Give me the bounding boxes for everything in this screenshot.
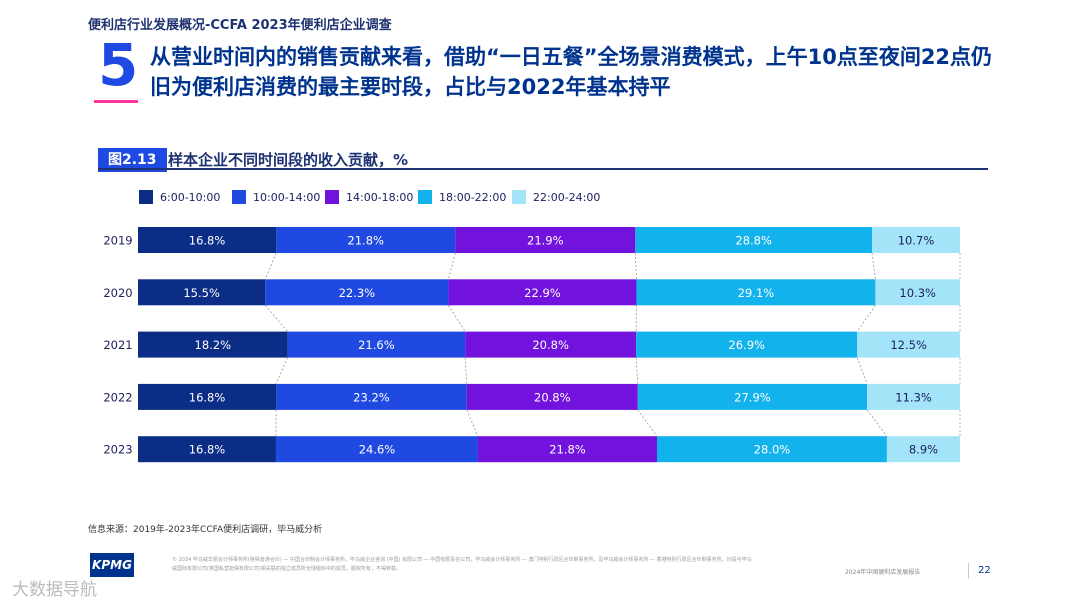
value-label-2021-2: 21.6% <box>358 338 395 352</box>
bar-segment-2023-4 <box>656 436 887 463</box>
page-number: 22 <box>978 565 991 576</box>
bar-segment-2022-5 <box>867 383 960 410</box>
connector-line <box>448 305 466 332</box>
chart-legend: 6:00-10:00 10:00-14:00 14:00-18:00 18:00-22… <box>139 190 600 204</box>
bar-segment-2019-1 <box>138 227 277 253</box>
value-label-2023-1: 16.8% <box>189 443 226 457</box>
source-note: 信息来源：2019年-2023年CCFA便利店调研，毕马威分析 <box>88 525 323 535</box>
legal-disclaimer: © 2024 毕马威华振会计师事务所(特殊普通合伙) — 中国合伙制会计师事务所… <box>172 557 752 572</box>
chart-bars: 2019 16.8% 21.8% 21.9% 28.8% 10.7% 2020 15.5% 22… <box>103 227 960 463</box>
connector-line <box>464 357 468 384</box>
value-label-2022-5: 11.3% <box>895 390 932 404</box>
bar-segment-2022-3 <box>466 383 638 410</box>
legend-swatch-3 <box>325 190 339 204</box>
value-label-2023-5: 8.9% <box>909 443 938 457</box>
bar-segment-2022-2 <box>276 383 467 410</box>
connector-line <box>866 409 888 437</box>
bar-segment-2023-1 <box>138 436 276 463</box>
bar-segment-2019-3 <box>455 227 636 253</box>
connector-line <box>871 252 876 280</box>
value-label-2019-2: 21.8% <box>347 234 384 248</box>
bar-segment-2022-1 <box>138 383 277 410</box>
value-label-2022-4: 27.9% <box>734 390 771 404</box>
connector-line <box>634 252 637 280</box>
bar-segment-2020-3 <box>448 279 637 306</box>
value-label-2020-3: 22.9% <box>524 286 561 300</box>
value-label-2020-5: 10.3% <box>899 286 936 300</box>
connector-line <box>466 409 479 437</box>
value-label-2021-1: 18.2% <box>195 338 232 352</box>
bar-segment-2020-5 <box>875 279 960 306</box>
bar-segment-2021-5 <box>857 331 960 358</box>
connector-line <box>264 252 277 280</box>
legend-swatch-5 <box>512 190 526 204</box>
header-topline: 便利店行业发展概况-CCFA 2023年便利店企业调查 <box>88 18 392 33</box>
value-label-2022-3: 20.8% <box>534 390 571 404</box>
bar-segment-2020-1 <box>138 279 266 306</box>
connector-line <box>275 357 288 385</box>
value-label-2019-4: 28.8% <box>735 234 772 248</box>
bar-segment-2019-4 <box>635 227 873 253</box>
connector-line <box>637 409 658 437</box>
figure-title: 样本企业不同时间段的收入贡献，% <box>168 151 409 169</box>
value-label-2021-3: 20.8% <box>532 338 569 352</box>
value-label-2021-5: 12.5% <box>890 338 927 352</box>
page-number-divider <box>968 563 969 579</box>
value-label-2022-1: 16.8% <box>189 390 226 404</box>
figure-title-rule <box>98 168 988 170</box>
legend-label-3: 14:00-18:00 <box>346 191 413 204</box>
connector-line <box>635 357 639 384</box>
value-label-2019-3: 21.9% <box>527 234 564 248</box>
bar-segment-2021-4 <box>636 331 858 358</box>
legend-swatch-1 <box>139 190 153 204</box>
year-tick-2022: 2022 <box>103 390 132 404</box>
connector-line <box>448 252 456 280</box>
legend-label-2: 10:00-14:00 <box>253 191 320 204</box>
bar-segment-2023-5 <box>886 436 960 463</box>
legend-label-5: 22:00-24:00 <box>533 191 600 204</box>
year-tick-2019: 2019 <box>103 234 132 248</box>
bar-segment-2022-4 <box>637 383 868 410</box>
bar-segment-2019-5 <box>872 227 960 253</box>
watermark: 大数据导航 <box>12 580 97 600</box>
bar-segment-2021-1 <box>138 331 288 358</box>
report-name: 2024年中国便利店发展报告 <box>845 569 921 576</box>
section-number-underline <box>94 100 138 103</box>
value-label-2020-4: 29.1% <box>738 286 775 300</box>
bar-segment-2020-4 <box>636 279 876 306</box>
legend-swatch-2 <box>232 190 246 204</box>
bar-segment-2023-2 <box>275 436 478 463</box>
value-label-2020-2: 22.3% <box>339 286 376 300</box>
bar-segment-2021-3 <box>465 331 637 358</box>
bar-segment-2023-3 <box>477 436 657 463</box>
year-tick-2021: 2021 <box>103 338 132 352</box>
value-label-2023-3: 21.8% <box>549 443 586 457</box>
legend-swatch-4 <box>418 190 432 204</box>
bar-segment-2021-2 <box>287 331 466 358</box>
page-headline: 从营业时间内的销售贡献来看，借助“一日五餐”全场景消费模式，上午10点至夜间22… <box>150 45 993 99</box>
stacked-bar-chart: 6:00-10:00 10:00-14:00 14:00-18:00 18:00-22… <box>103 190 961 463</box>
chart-connectors <box>264 252 961 437</box>
value-label-2023-4: 28.0% <box>754 443 791 457</box>
legend-label-4: 18:00-22:00 <box>439 191 506 204</box>
value-label-2019-1: 16.8% <box>189 234 226 248</box>
value-label-2022-2: 23.2% <box>353 390 390 404</box>
connector-line <box>856 357 868 385</box>
bar-segment-2020-2 <box>265 279 449 306</box>
year-tick-2020: 2020 <box>103 286 132 300</box>
value-label-2023-2: 24.6% <box>359 443 396 457</box>
connector-line <box>264 305 288 332</box>
legend-label-1: 6:00-10:00 <box>160 191 220 204</box>
section-number: 5 <box>98 31 139 99</box>
value-label-2021-4: 26.9% <box>728 338 765 352</box>
value-label-2020-1: 15.5% <box>183 286 220 300</box>
connector-line <box>856 305 876 332</box>
bar-segment-2019-2 <box>276 227 456 253</box>
year-tick-2023: 2023 <box>103 443 132 457</box>
value-label-2019-5: 10.7% <box>898 234 935 248</box>
kpmg-logo: KPMG <box>90 553 134 577</box>
